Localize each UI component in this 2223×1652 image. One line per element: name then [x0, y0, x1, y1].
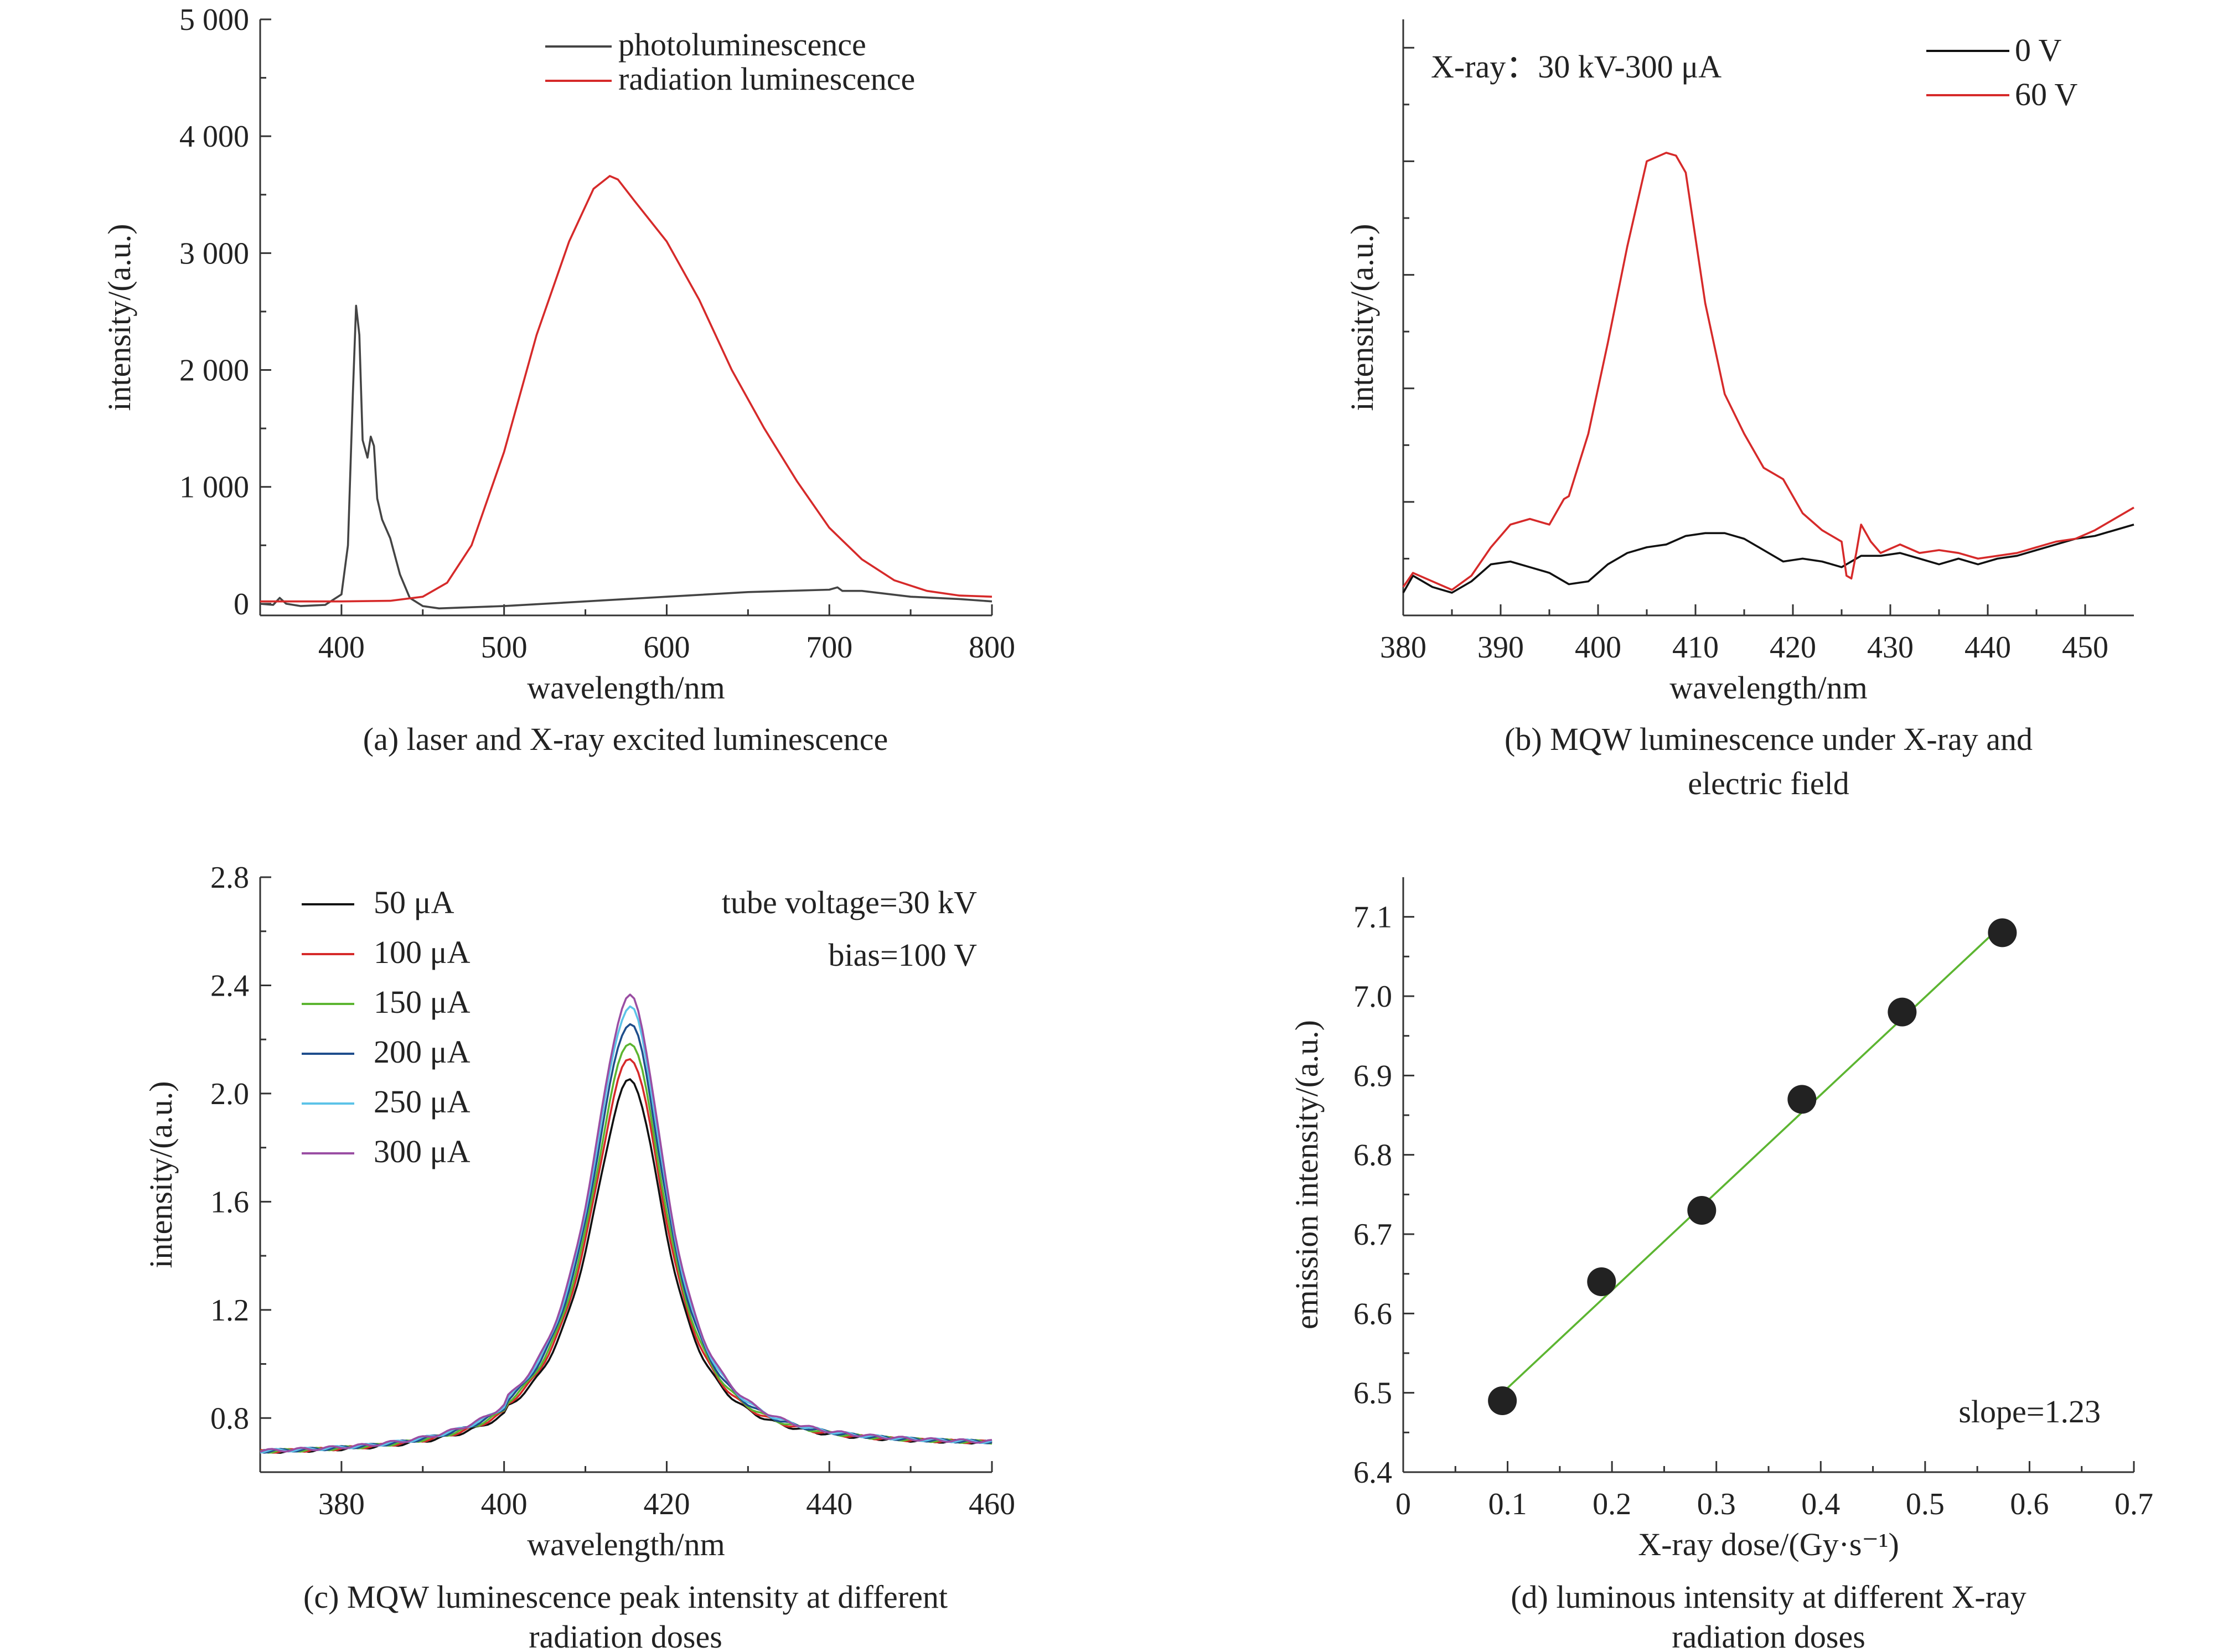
x-tick-label: 0.2: [1593, 1487, 1631, 1521]
x-axis-title: X-ray dose/(Gy·s⁻¹): [1638, 1526, 1899, 1562]
data-point: [1988, 918, 2017, 947]
x-tick-label: 0: [1395, 1487, 1411, 1521]
legend-label: 50 μA: [374, 884, 454, 920]
y-axis-title: intensity/(a.u.): [143, 1081, 179, 1268]
x-tick-label: 400: [318, 630, 365, 665]
x-tick-label: 500: [481, 630, 528, 665]
x-tick-label: 390: [1477, 630, 1524, 665]
x-tick-label: 380: [318, 1487, 365, 1521]
x-tick-label: 0.6: [2010, 1487, 2049, 1521]
series-line-150-μA: [260, 1043, 992, 1454]
y-tick-label: 2.8: [210, 861, 249, 895]
y-tick-label: 2.4: [210, 969, 249, 1003]
x-tick-label: 450: [2062, 630, 2108, 665]
data-point: [1488, 1386, 1517, 1415]
legend-label: 0 V: [2015, 32, 2061, 68]
x-tick-label: 420: [1770, 630, 1816, 665]
annotation: X-ray：30 kV-300 μA: [1431, 49, 1721, 85]
x-axis-title: wavelength/nm: [1669, 670, 1868, 706]
legend-label: 60 V: [2015, 76, 2077, 112]
data-point: [1787, 1085, 1817, 1114]
y-tick-label: 6.6: [1353, 1297, 1392, 1331]
x-tick-label: 440: [806, 1487, 852, 1521]
series-line-radiation-luminescence: [260, 175, 992, 603]
series-line-50-μA: [260, 1078, 992, 1454]
x-tick-label: 400: [481, 1487, 528, 1521]
x-tick-label: 460: [969, 1487, 1015, 1521]
panel-caption: electric field: [1688, 765, 1849, 801]
y-tick-label: 0: [234, 587, 249, 622]
legend-label: 150 μA: [374, 984, 471, 1020]
series-line-photoluminescence: [260, 304, 992, 610]
y-tick-label: 7.1: [1353, 900, 1392, 935]
y-tick-label: 5 000: [179, 3, 249, 37]
panel-caption: (c) MQW luminescence peak intensity at d…: [303, 1579, 948, 1615]
data-point: [1687, 1196, 1717, 1225]
legend-label: photoluminescence: [618, 27, 866, 63]
y-axis-title: emission intensity/(a.u.): [1289, 1020, 1325, 1329]
y-tick-label: 4 000: [179, 120, 249, 154]
y-tick-label: 6.9: [1353, 1059, 1392, 1093]
x-tick-label: 700: [806, 630, 852, 665]
legend-label: radiation luminescence: [618, 61, 915, 97]
x-tick-label: 440: [1964, 630, 2011, 665]
data-point: [1888, 997, 1917, 1027]
x-axis-title: wavelength/nm: [527, 670, 725, 706]
panel-caption: (b) MQW luminescence under X-ray and: [1505, 721, 2033, 757]
y-tick-label: 3 000: [179, 236, 249, 271]
series-line-200-μA: [260, 1023, 992, 1454]
x-tick-label: 400: [1575, 630, 1621, 665]
annotation: bias=100 V: [829, 937, 978, 973]
series-line-100-μA: [260, 1058, 992, 1454]
y-tick-label: 6.8: [1353, 1138, 1392, 1173]
legend-label: 250 μA: [374, 1084, 471, 1120]
panel-a: 400 500 600 700 800 0 1 000 2 000 3 000 4 000 5 00…: [101, 3, 1015, 757]
y-tick-label: 7.0: [1353, 980, 1392, 1014]
series-line-300-μA: [260, 993, 992, 1453]
x-tick-label: 0.4: [1801, 1487, 1840, 1521]
y-tick-label: 1 000: [179, 470, 249, 505]
legend-label: 200 μA: [374, 1034, 471, 1070]
annotation: slope=1.23: [1958, 1394, 2101, 1430]
x-tick-label: 0.5: [1906, 1487, 1945, 1521]
y-tick-label: 6.7: [1353, 1218, 1392, 1252]
x-tick-label: 380: [1380, 630, 1426, 665]
panel-c: 380 400 420 440 460 0.8 1.2 1.6 2.0 2.4 2.8 wavelen…: [143, 861, 1015, 1652]
data-point: [1587, 1267, 1616, 1296]
x-tick-label: 800: [969, 630, 1015, 665]
y-tick-label: 1.6: [210, 1185, 249, 1219]
y-tick-label: 0.8: [210, 1401, 249, 1436]
panel-b: 380 390 400 410 420 430 440 450 wavelength/nm int…: [1344, 19, 2134, 801]
x-tick-label: 430: [1867, 630, 1914, 665]
y-tick-label: 6.5: [1353, 1376, 1392, 1411]
x-tick-label: 410: [1672, 630, 1719, 665]
y-tick-label: 6.4: [1353, 1456, 1392, 1490]
x-axis-title: wavelength/nm: [527, 1526, 725, 1562]
panel-caption: (a) laser and X-ray excited luminescence: [363, 721, 888, 757]
legend-label: 300 μA: [374, 1133, 471, 1169]
y-tick-label: 1.2: [210, 1293, 249, 1328]
panel-caption: radiation doses: [1672, 1619, 1865, 1652]
series-line-250-μA: [260, 1005, 992, 1454]
y-axis-title: intensity/(a.u.): [101, 224, 137, 411]
panel-caption: radiation doses: [529, 1619, 722, 1652]
y-tick-label: 2.0: [210, 1077, 249, 1111]
x-tick-label: 0.7: [2115, 1487, 2153, 1521]
x-tick-label: 0.1: [1488, 1487, 1527, 1521]
legend-label: 100 μA: [374, 934, 471, 970]
x-tick-label: 0.3: [1697, 1487, 1736, 1521]
y-axis-title: intensity/(a.u.): [1344, 224, 1380, 411]
series-line-60-V: [1402, 152, 2134, 591]
annotation: tube voltage=30 kV: [722, 884, 977, 920]
fit-line: [1501, 924, 2003, 1394]
panel-d: 0 0.1 0.2 0.3 0.4 0.5 0.6 0.7 6.4 6.5 6.6 6.7 6.8 6.9…: [1289, 877, 2153, 1652]
panel-caption: (d) luminous intensity at different X-ra…: [1511, 1579, 2026, 1615]
series-line-0-V: [1402, 524, 2134, 594]
x-tick-label: 420: [643, 1487, 690, 1521]
x-tick-label: 600: [643, 630, 690, 665]
y-tick-label: 2 000: [179, 354, 249, 388]
